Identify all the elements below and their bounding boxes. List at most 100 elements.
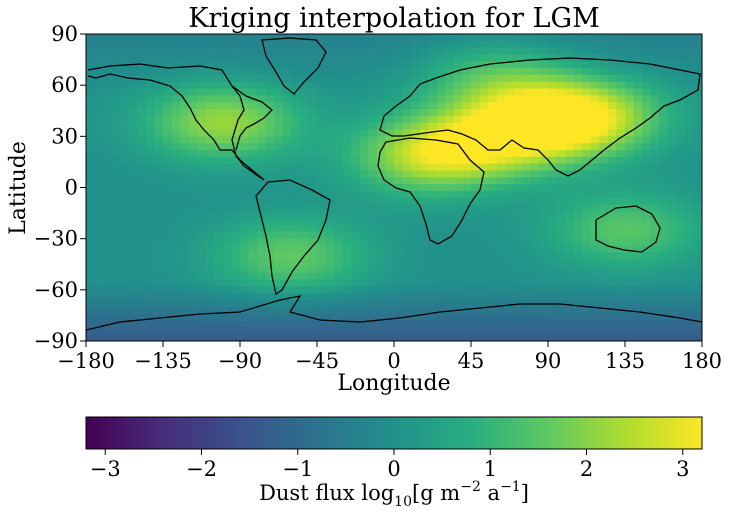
heatmap-cell xyxy=(137,245,147,253)
heatmap-cell xyxy=(642,204,652,212)
heatmap-cell xyxy=(625,122,635,131)
heatmap-cell xyxy=(676,306,686,315)
heatmap-cell xyxy=(128,88,138,96)
heatmap-cell xyxy=(453,293,464,301)
heatmap-cell xyxy=(667,109,677,117)
heatmap-cell xyxy=(582,150,592,158)
heatmap-cell xyxy=(163,184,173,192)
heatmap-cell xyxy=(103,102,113,110)
heatmap-cell xyxy=(505,218,515,226)
heatmap-cell xyxy=(325,245,335,253)
heatmap-cell xyxy=(163,225,173,233)
heatmap-cell xyxy=(453,156,464,165)
heatmap-cell xyxy=(488,34,498,42)
heatmap-cell xyxy=(257,109,267,117)
heatmap-cell xyxy=(436,266,446,274)
heatmap-cell xyxy=(351,300,361,308)
heatmap-cell xyxy=(351,190,361,199)
heatmap-cell xyxy=(86,231,96,240)
heatmap-cell xyxy=(411,136,421,144)
heatmap-cell xyxy=(257,300,267,308)
heatmap-cell xyxy=(633,102,643,110)
heatmap-cell xyxy=(402,163,412,171)
heatmap-cell xyxy=(334,68,344,76)
heatmap-cell xyxy=(111,122,121,131)
heatmap-cell xyxy=(650,136,660,144)
heatmap-cell xyxy=(479,238,489,247)
heatmap-cell xyxy=(565,122,575,131)
heatmap-cell xyxy=(402,300,412,308)
heatmap-cell xyxy=(317,279,327,287)
heatmap-cell xyxy=(402,204,412,212)
heatmap-cell xyxy=(650,259,660,267)
heatmap-cell xyxy=(291,163,301,171)
heatmap-cell xyxy=(599,238,609,247)
heatmap-cell xyxy=(684,109,695,117)
heatmap-cell xyxy=(334,313,344,322)
heatmap-cell xyxy=(625,47,635,55)
heatmap-cell xyxy=(402,218,412,226)
heatmap-cell xyxy=(282,211,292,219)
heatmap-cell xyxy=(103,320,113,328)
heatmap-cell xyxy=(411,245,421,253)
heatmap-cell xyxy=(436,115,446,124)
heatmap-cell xyxy=(667,102,677,110)
heatmap-cell xyxy=(462,88,472,96)
heatmap-cell xyxy=(120,68,130,76)
heatmap-cell xyxy=(94,204,104,212)
heatmap-cell xyxy=(368,150,378,158)
heatmap-cell xyxy=(128,95,138,103)
heatmap-cell xyxy=(471,286,481,294)
heatmap-cell xyxy=(351,143,361,151)
heatmap-cell xyxy=(479,313,489,322)
heatmap-cell xyxy=(128,40,138,49)
heatmap-cell xyxy=(394,231,404,240)
heatmap-cell xyxy=(394,143,404,151)
heatmap-cell xyxy=(556,266,566,274)
heatmap-cell xyxy=(291,40,301,49)
heatmap-cell xyxy=(120,300,130,308)
heatmap-cell xyxy=(445,300,455,308)
heatmap-cell xyxy=(137,272,147,281)
heatmap-cell xyxy=(633,272,643,281)
heatmap-cell xyxy=(599,54,609,62)
heatmap-cell xyxy=(590,279,600,287)
heatmap-cell xyxy=(265,197,275,206)
heatmap-cell xyxy=(188,197,198,206)
heatmap-cell xyxy=(513,272,523,281)
heatmap-cell xyxy=(453,102,464,110)
heatmap-cell xyxy=(582,34,592,42)
heatmap-cell xyxy=(445,231,455,240)
heatmap-cell xyxy=(376,334,387,341)
heatmap-cell xyxy=(684,184,695,192)
heatmap-cell xyxy=(180,102,190,110)
heatmap-cell xyxy=(488,306,498,315)
heatmap-cell xyxy=(522,102,532,110)
heatmap-cell xyxy=(145,327,156,335)
x-tick-label: −45 xyxy=(295,349,339,373)
heatmap-cell xyxy=(607,170,618,178)
heatmap-cell xyxy=(411,177,421,185)
heatmap-cell xyxy=(411,129,421,137)
heatmap-cell xyxy=(205,252,215,260)
heatmap-cell xyxy=(205,190,215,199)
heatmap-cell xyxy=(530,252,541,260)
heatmap-cell xyxy=(471,300,481,308)
heatmap-cell xyxy=(556,327,566,335)
heatmap-cell xyxy=(180,47,190,55)
heatmap-cell xyxy=(488,177,498,185)
heatmap-cell xyxy=(573,259,583,267)
heatmap-cell xyxy=(137,266,147,274)
heatmap-cell xyxy=(462,293,472,301)
heatmap-cell xyxy=(197,286,207,294)
heatmap-cell xyxy=(351,327,361,335)
heatmap-cell xyxy=(394,115,404,124)
heatmap-cell xyxy=(633,136,643,144)
heatmap-cell xyxy=(368,81,378,90)
heatmap-cell xyxy=(462,334,472,341)
heatmap-cell xyxy=(513,279,523,287)
heatmap-cell xyxy=(240,47,250,55)
heatmap-cell xyxy=(359,136,369,144)
heatmap-cell xyxy=(299,34,310,42)
heatmap-cell xyxy=(462,218,472,226)
